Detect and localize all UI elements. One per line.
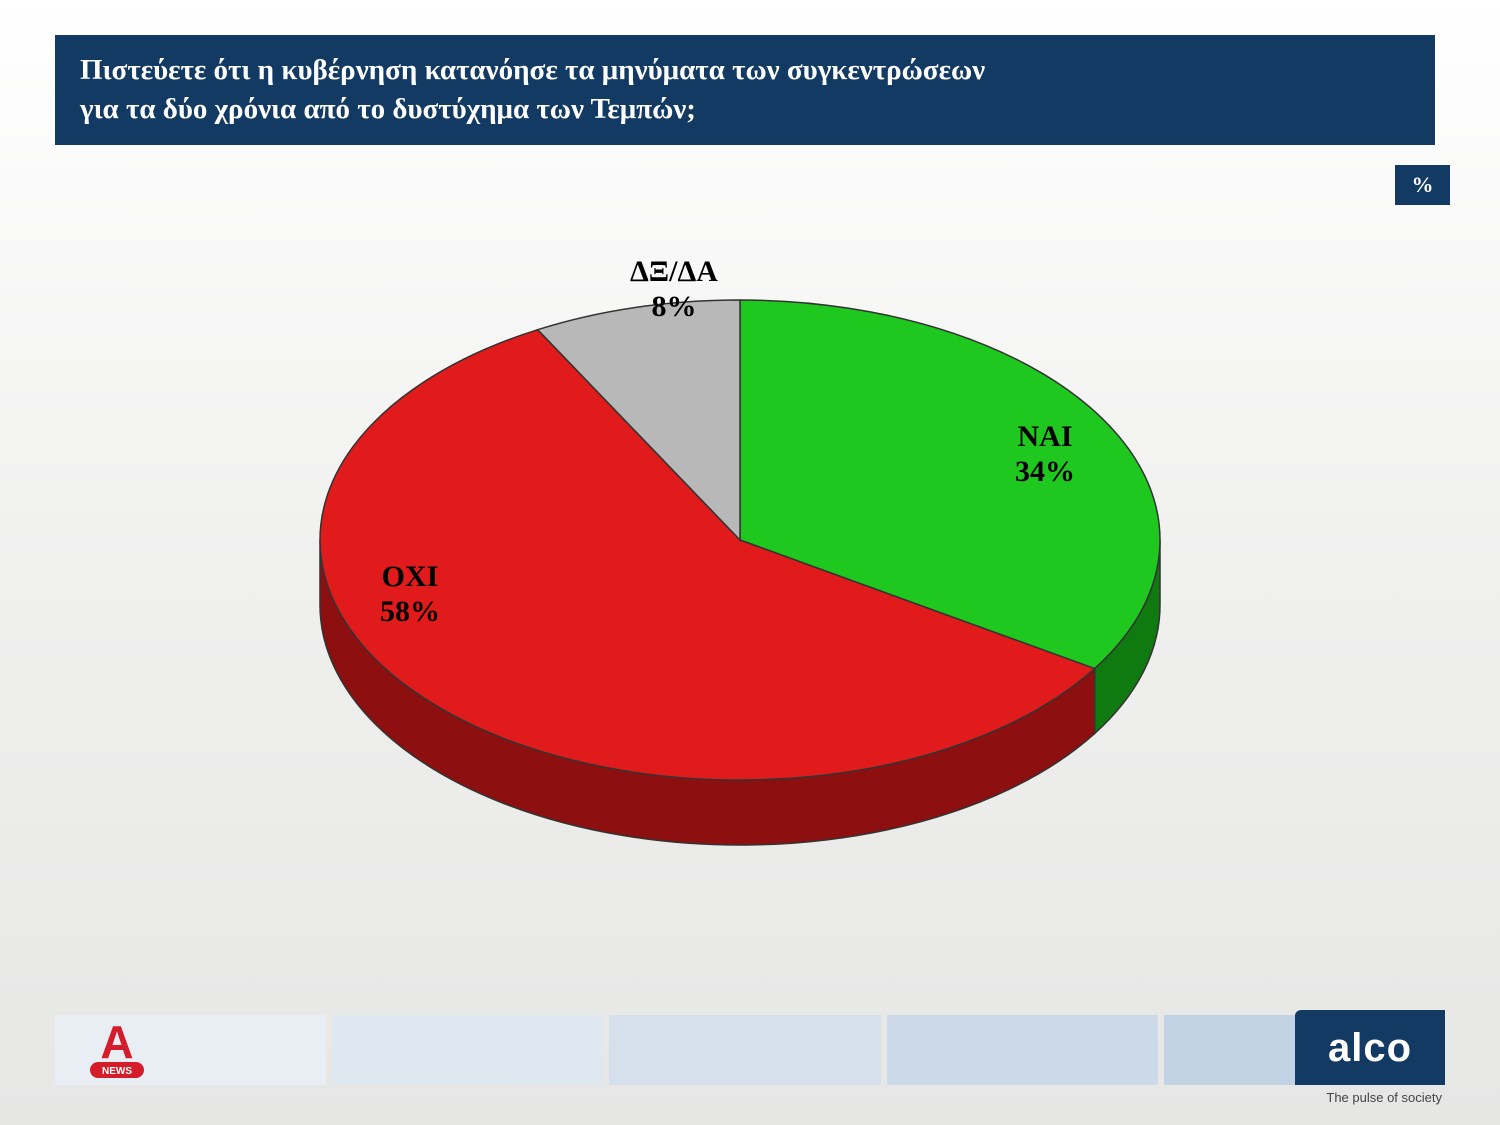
alpha-news-text: NEWS [102,1066,132,1077]
pie-slice-label: ΝΑΙ 34% [1015,420,1075,489]
pie-chart-svg [180,230,1280,930]
alco-tagline: The pulse of society [1326,1090,1442,1105]
alco-brand-text: alco [1328,1028,1412,1068]
alpha-news-logo-svg: A NEWS [70,1020,165,1080]
title-text: Πιστεύετε ότι η κυβέρνηση κατανόησε τα μ… [80,51,985,129]
footer-segment [887,1015,1158,1085]
footer-segment [332,1015,603,1085]
pie-chart: ΝΑΙ 34% ΟΧΙ 58% ΔΞ/ΔΑ 8% [180,230,1280,930]
pie-slice-label: ΔΞ/ΔΑ 8% [630,255,718,324]
footer-bar [55,1015,1435,1085]
percent-badge: % [1395,165,1450,205]
title-bar: Πιστεύετε ότι η κυβέρνηση κατανόησε τα μ… [55,35,1435,145]
percent-badge-text: % [1412,172,1434,198]
alpha-letter: A [100,1020,133,1068]
footer-segment [609,1015,880,1085]
alpha-news-logo: A NEWS [70,1020,165,1080]
alco-logo: alco [1295,1010,1445,1085]
pie-slice-label: ΟΧΙ 58% [380,560,440,629]
